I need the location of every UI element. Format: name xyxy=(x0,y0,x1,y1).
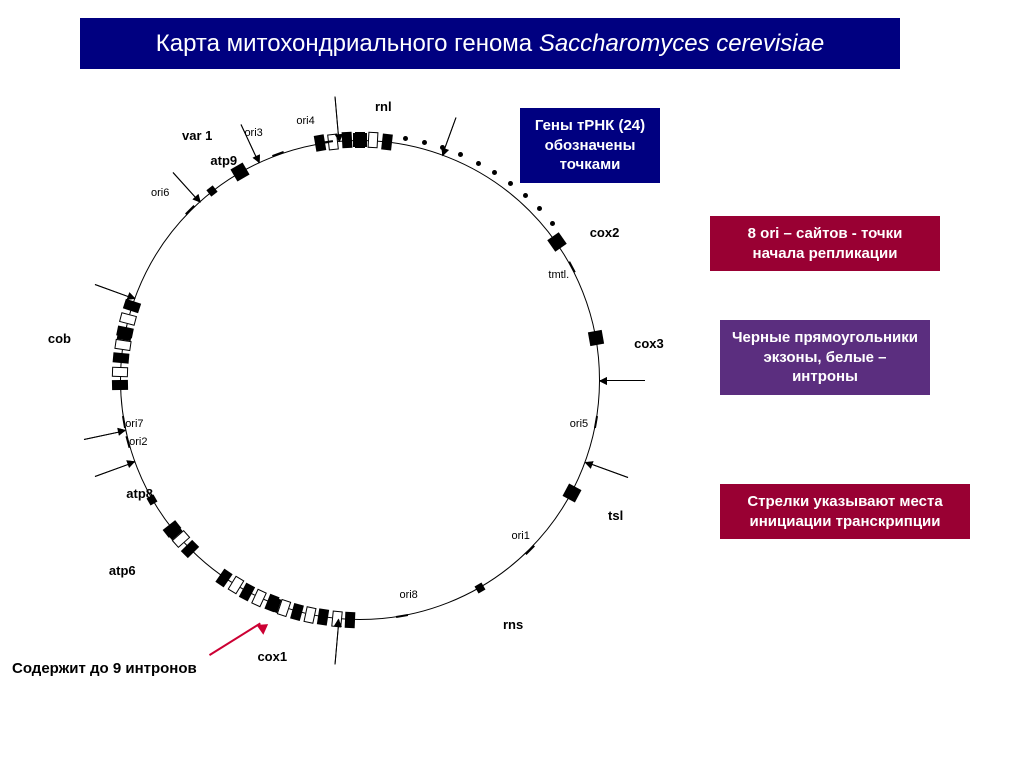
gene-label-rns: rns xyxy=(503,617,523,632)
exon-intron-segment xyxy=(304,606,317,624)
transcription-arrow xyxy=(600,380,645,381)
exon-intron-segment xyxy=(317,609,329,626)
exon-intron-segment xyxy=(112,366,128,377)
transcription-arrow xyxy=(84,430,125,440)
trna-dot xyxy=(492,170,497,175)
gene-label-cox2: cox2 xyxy=(590,225,620,240)
exon-intron-segment xyxy=(114,339,131,351)
exon-intron-segment xyxy=(113,353,130,364)
ori-label: tmtl. xyxy=(548,269,569,281)
intron-note: Содержит до 9 интронов xyxy=(12,660,197,677)
gene-label-cox1: cox1 xyxy=(257,649,287,664)
transcription-arrow xyxy=(335,620,340,665)
gene-label-atp6: atp6 xyxy=(109,563,136,578)
exon-intron-segment xyxy=(112,380,128,390)
intron-note-arrowhead xyxy=(256,619,271,635)
exon-intron-segment xyxy=(381,133,393,150)
gene-label-atp8: atp8 xyxy=(126,486,153,501)
gene-label-cox3: cox3 xyxy=(634,336,664,351)
ori-label: ori2 xyxy=(129,436,147,448)
ori-label: ori6 xyxy=(151,187,169,199)
ori-label: ori8 xyxy=(399,589,417,601)
gene-label-rnl: rnl xyxy=(375,99,392,114)
gene-label-atp9: atp9 xyxy=(210,153,237,168)
trna-dot xyxy=(476,161,481,166)
ori-label: ori7 xyxy=(125,418,143,430)
title-italic: Saccharomyces cerevisiae xyxy=(539,30,824,57)
transcription-arrow xyxy=(172,172,200,202)
slide-title: Карта митохондриального генома Saccharom… xyxy=(80,18,900,69)
ori-label: ori5 xyxy=(570,418,588,430)
transcription-arrow xyxy=(585,462,628,478)
exon-intron-segment xyxy=(345,612,356,628)
legend-arrows: Стрелки указывают места инициации транск… xyxy=(720,484,970,539)
ori-tick xyxy=(594,416,598,428)
transcription-arrow xyxy=(95,284,135,299)
trna-dot xyxy=(422,140,427,145)
transcription-arrow xyxy=(335,97,340,142)
gene-label-tsl: tsl xyxy=(608,508,623,523)
title-text: Карта митохондриального генома xyxy=(156,30,539,57)
exon-intron-segment xyxy=(355,132,365,148)
ori-label: ori4 xyxy=(296,115,314,127)
genome-map: rnlcox2cox3tslrnscox1atp6atp8cobatp9var … xyxy=(120,140,600,620)
transcription-arrow xyxy=(442,117,457,155)
trna-dot xyxy=(550,221,555,226)
trna-dot xyxy=(508,181,513,186)
exon-intron-segment xyxy=(368,132,379,149)
trna-dot xyxy=(403,136,408,141)
ori-label: ori1 xyxy=(511,530,529,542)
trna-dot xyxy=(458,152,463,157)
legend-exon: Черные прямоугольники экзоны, белые – ин… xyxy=(720,320,930,395)
gene-label-var1: var 1 xyxy=(182,128,212,143)
trna-dot xyxy=(523,193,528,198)
trna-dot xyxy=(537,206,542,211)
gene-label-cob: cob xyxy=(48,331,71,346)
intron-note-arrow xyxy=(209,623,261,656)
transcription-arrow xyxy=(95,462,135,477)
legend-ori: 8 ori – сайтов - точки начала репликации xyxy=(710,216,940,271)
ori-tick xyxy=(396,614,408,618)
